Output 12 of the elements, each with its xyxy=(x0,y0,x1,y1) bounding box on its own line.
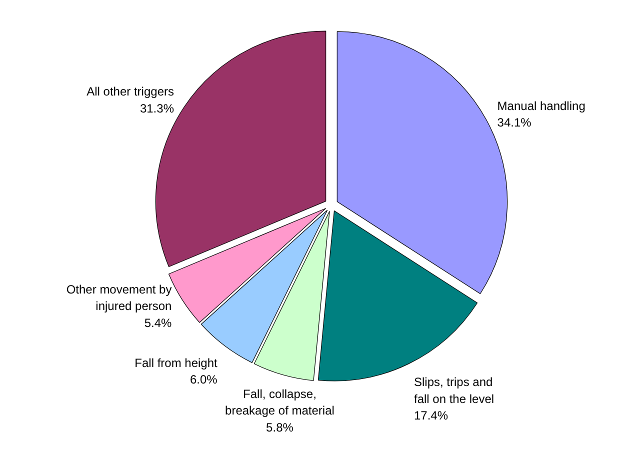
slice-label: Fall from height xyxy=(134,356,218,370)
data-label: 6.0% xyxy=(190,372,218,387)
slice-label: All other triggers xyxy=(86,84,174,99)
slice-label: Fall, collapse, breakage of material xyxy=(225,386,334,418)
data-label: 5.8% xyxy=(266,420,294,434)
slice-label: Other movement by injured person xyxy=(66,282,172,314)
data-label: 31.3% xyxy=(140,101,174,116)
data-label: 17.4% xyxy=(414,408,448,423)
data-label: 34.1% xyxy=(497,116,532,130)
slice-label: Slips, trips and fall on the level xyxy=(414,375,494,406)
slice-label: Manual handling xyxy=(497,98,586,113)
data-label: 5.4% xyxy=(144,316,172,330)
